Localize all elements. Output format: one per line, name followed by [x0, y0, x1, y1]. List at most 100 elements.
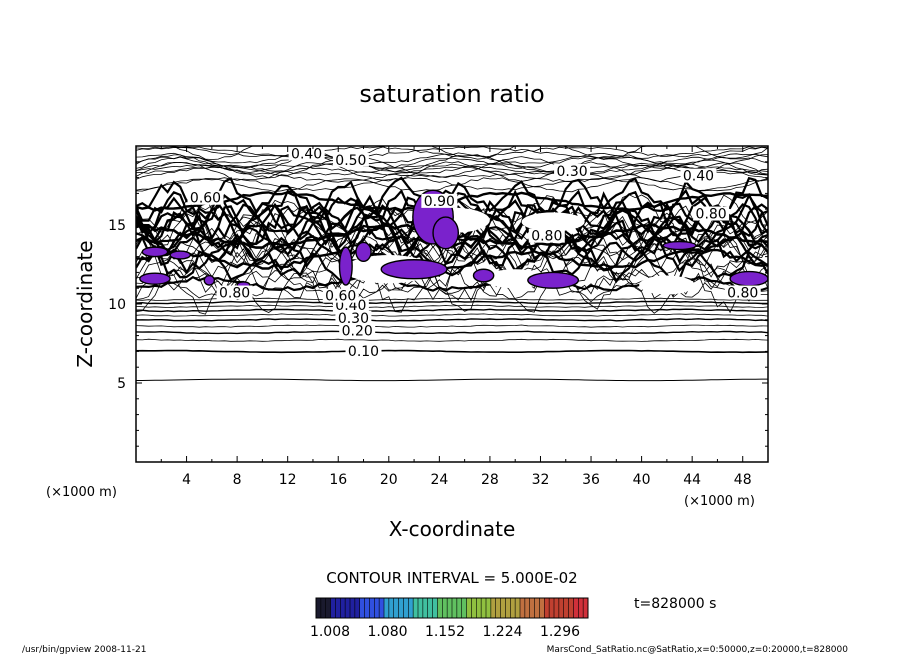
- colorbar-swatch: [359, 598, 365, 618]
- colorbar-swatch: [529, 598, 535, 618]
- contour-label: 0.60: [325, 289, 356, 305]
- colorbar-swatch: [539, 598, 545, 618]
- supersaturated-region: [729, 270, 768, 287]
- cloud-gap: [521, 212, 585, 232]
- supersaturated-region: [169, 250, 192, 260]
- supersaturated-region: [527, 271, 580, 289]
- colorbar-swatch: [442, 598, 448, 618]
- contour-line: [136, 324, 768, 328]
- colorbar-swatch: [437, 598, 443, 618]
- colorbar-swatch: [374, 598, 380, 618]
- colorbar-swatch: [515, 598, 521, 618]
- colorbar-swatch: [563, 598, 569, 618]
- x-tick-label: 12: [279, 472, 297, 488]
- colorbar-swatch: [578, 598, 584, 618]
- contour-line: [136, 378, 768, 382]
- contour-line: [136, 248, 768, 272]
- colorbar-tick-label: 1.296: [540, 624, 580, 640]
- contour-label-bg: [339, 323, 376, 338]
- colorbar-swatch: [447, 598, 453, 618]
- colorbar-swatch: [364, 598, 370, 618]
- contour-line: [136, 308, 768, 313]
- contour-label: 0.60: [190, 191, 221, 207]
- contour-label-bg: [216, 285, 253, 300]
- colorbar-swatch: [320, 598, 327, 618]
- colorbar-swatch: [456, 598, 463, 618]
- y-tick-label: 5: [117, 376, 126, 392]
- colorbar-swatch: [393, 598, 399, 618]
- contour-line: [136, 177, 768, 193]
- colorbar-swatch: [330, 598, 336, 618]
- colorbar-swatch: [413, 598, 419, 618]
- y-axis-label: Z-coordinate: [73, 240, 97, 367]
- contour-label-bg: [345, 343, 382, 358]
- colorbar-swatch: [573, 598, 579, 618]
- colorbar-swatch: [481, 598, 487, 618]
- supersaturated-region: [432, 216, 460, 250]
- colorbar-tick-label: 1.008: [310, 624, 350, 640]
- x-tick-label: 28: [481, 472, 499, 488]
- contour-label: 0.90: [424, 194, 455, 210]
- contour-line: [136, 247, 768, 286]
- colorbar-swatch: [325, 598, 331, 618]
- contour-label: 0.80: [531, 229, 562, 245]
- colorbar-swatch: [520, 598, 526, 618]
- contour-lines: [136, 146, 768, 382]
- colorbar-swatch: [408, 598, 414, 618]
- contour-line: [136, 330, 768, 335]
- colorbar-swatch: [452, 598, 458, 618]
- colorbar-swatch: [432, 598, 438, 618]
- colorbar-swatch: [384, 598, 390, 618]
- colorbar-swatch: [422, 598, 429, 618]
- x-tick-label: 48: [734, 472, 752, 488]
- colorbar: [315, 597, 589, 619]
- supersaturated-region: [472, 268, 495, 283]
- contour-line: [136, 349, 768, 354]
- y-tick-label: 10: [108, 297, 126, 313]
- colorbar-swatch: [345, 598, 351, 618]
- colorbar-swatch: [505, 598, 511, 618]
- contour-line: [136, 300, 768, 305]
- contour-line: [136, 146, 768, 158]
- contour-label-bg: [528, 228, 565, 243]
- x-tick-label: 32: [532, 472, 550, 488]
- contour-line: [136, 233, 768, 275]
- contour-label-bg: [335, 310, 372, 325]
- x-tick-label: 24: [430, 472, 448, 488]
- contour-label: 0.80: [727, 286, 758, 302]
- z-unit-label: (×1000 m): [46, 485, 117, 500]
- colorbar-swatch: [350, 598, 356, 618]
- cloud-gap: [639, 275, 695, 295]
- x-tick-label: 44: [683, 472, 701, 488]
- supersaturated-region: [355, 241, 372, 263]
- supersaturated-region: [338, 246, 353, 286]
- contour-label: 0.80: [696, 207, 727, 223]
- colorbar-swatch: [335, 598, 341, 618]
- colorbar-swatch: [490, 598, 497, 618]
- contour-label-bg: [554, 163, 591, 178]
- contour-line: [136, 177, 768, 191]
- contour-label: 0.40: [291, 146, 322, 162]
- x-unit-label: (×1000 m): [684, 494, 755, 509]
- colorbar-swatch: [461, 598, 467, 618]
- colorbar-swatch: [524, 598, 531, 618]
- x-tick-label: 40: [633, 472, 651, 488]
- colorbar-tick-label: 1.152: [425, 624, 465, 640]
- x-axis-ticks: 4 8 12 16 20 24 28 32 36 40 44 48: [160, 146, 752, 488]
- colorbar-swatch: [403, 598, 409, 618]
- contour-label: 0.50: [335, 153, 366, 169]
- colorbar-swatch: [558, 598, 565, 618]
- time-label: t=828000 s: [634, 596, 716, 612]
- colorbar-swatch: [418, 598, 424, 618]
- contour-label-bg: [288, 146, 325, 161]
- x-tick-label: 16: [329, 472, 347, 488]
- colorbar-tick-labels: 1.008 1.080 1.152 1.224 1.296: [310, 624, 580, 640]
- supersaturated-region: [662, 240, 697, 251]
- contour-label: 0.40: [683, 169, 714, 185]
- contour-line: [136, 338, 768, 342]
- x-tick-label: 8: [233, 472, 242, 488]
- contour-line: [136, 313, 768, 317]
- colorbar-tick-label: 1.224: [482, 624, 522, 640]
- contour-label-bg: [187, 190, 224, 205]
- supersaturated-region: [203, 274, 216, 286]
